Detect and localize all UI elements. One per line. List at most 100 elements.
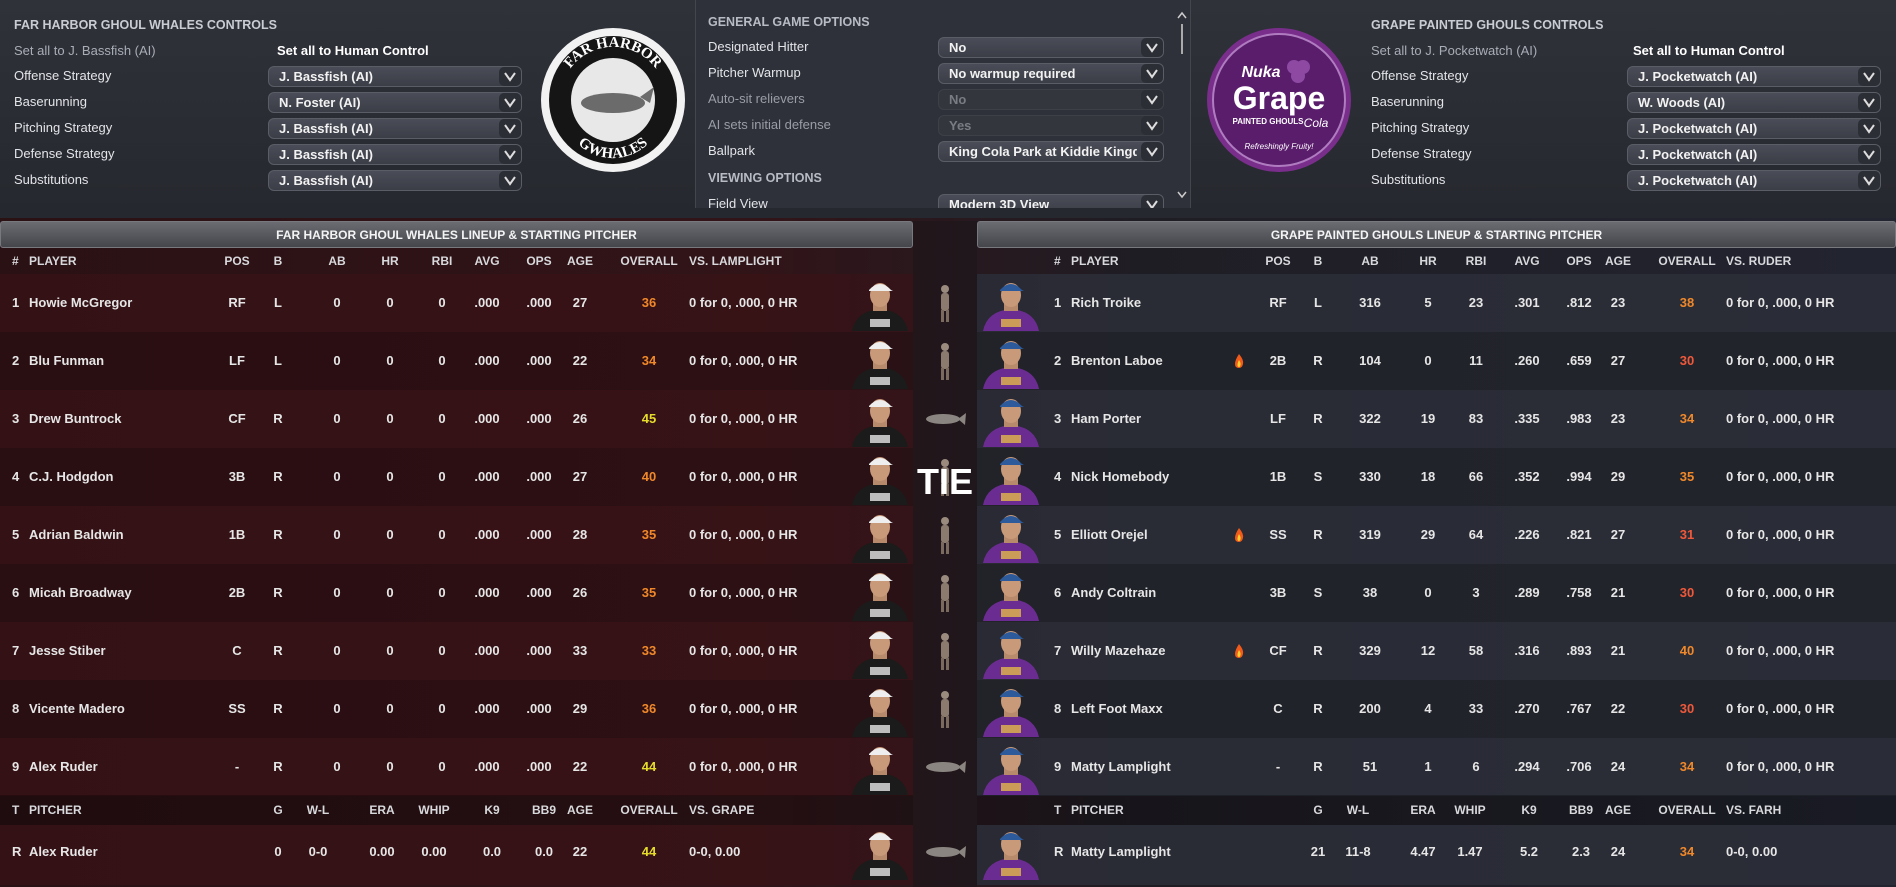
dropdown-arrow xyxy=(1141,64,1163,83)
set-all-human[interactable]: Set all to Human Control xyxy=(1633,43,1785,58)
scrollbar[interactable] xyxy=(1176,10,1188,200)
dropdown[interactable]: No warmup required xyxy=(938,63,1164,84)
panel-title: FAR HARBOR GHOUL WHALES CONTROLS xyxy=(14,18,277,32)
stat-cell: 30 xyxy=(1679,701,1695,716)
control-label: Defense Strategy xyxy=(1371,146,1472,161)
lineup-row[interactable] xyxy=(977,738,1896,796)
stat-cell: .270 xyxy=(1514,701,1540,716)
stat-cell: CF xyxy=(228,411,246,426)
dropdown-arrow xyxy=(1141,142,1163,161)
stat-cell: 35 xyxy=(641,585,657,600)
lineup-row[interactable] xyxy=(977,564,1896,622)
stat-cell: .659 xyxy=(1566,353,1592,368)
stat-cell: 1B xyxy=(1269,469,1287,484)
dropdown[interactable]: No xyxy=(938,37,1164,58)
lineup-row[interactable] xyxy=(977,680,1896,738)
stat-cell: 11 xyxy=(1469,353,1483,368)
stat-cell: 23 xyxy=(1610,295,1626,310)
stat-cell: R xyxy=(1313,527,1323,542)
stat-cell: 0 xyxy=(386,585,394,600)
stat-cell: .000 xyxy=(526,295,552,310)
lineup-row[interactable] xyxy=(977,448,1896,506)
lineup-row[interactable] xyxy=(977,622,1896,680)
pitcher-icon xyxy=(926,413,966,425)
dropdown[interactable]: J. Pocketwatch (AI) xyxy=(1627,144,1881,165)
dropdown[interactable]: J. Pocketwatch (AI) xyxy=(1627,66,1881,87)
lineup-row[interactable] xyxy=(977,390,1896,448)
stat-cell: 0-0, 0.00 xyxy=(689,844,741,859)
stat-cell: 0 xyxy=(386,295,394,310)
lineup-row[interactable] xyxy=(0,680,913,738)
column-header: PLAYER xyxy=(1071,254,1119,268)
column-header: POS xyxy=(224,254,250,268)
lineup-row[interactable] xyxy=(0,506,913,564)
dropdown[interactable]: King Cola Park at Kiddie Kingdom xyxy=(938,141,1164,162)
column-header: BB9 xyxy=(531,803,557,817)
stat-cell: R xyxy=(1054,844,1064,859)
stat-cell: .000 xyxy=(474,353,500,368)
dropdown-arrow xyxy=(1858,171,1880,190)
dropdown[interactable]: W. Woods (AI) xyxy=(1627,92,1881,113)
dropdown[interactable]: Modern 3D View xyxy=(938,194,1164,208)
stat-cell: 30 xyxy=(1679,585,1695,600)
pitcher-row[interactable] xyxy=(977,825,1896,885)
stat-cell: RF xyxy=(228,295,246,310)
lineup-row[interactable] xyxy=(977,506,1896,564)
dropdown-value: J. Bassfish (AI) xyxy=(279,121,373,136)
set-all-ai[interactable]: Set all to J. Bassfish (AI) xyxy=(14,43,156,58)
pitcher-name: Alex Ruder xyxy=(29,844,98,859)
dropdown[interactable]: J. Bassfish (AI) xyxy=(268,118,522,139)
game-result: TIE xyxy=(916,461,974,502)
lineup-row[interactable] xyxy=(0,332,913,390)
column-header: T xyxy=(12,803,20,817)
stat-cell: LF xyxy=(1270,411,1286,426)
column-header: K9 xyxy=(484,803,500,817)
stat-cell: R xyxy=(1313,701,1323,716)
lineup-row[interactable] xyxy=(0,390,913,448)
stat-cell: 0 xyxy=(438,759,446,774)
player-portrait xyxy=(852,399,908,447)
game-options-panel: GENERAL GAME OPTIONS Designated Hitter No P… xyxy=(695,0,1191,208)
stat-cell: 8 xyxy=(1054,701,1062,716)
stat-cell: 0-0 xyxy=(308,844,328,859)
dropdown-arrow xyxy=(499,67,521,86)
dropdown[interactable]: J. Bassfish (AI) xyxy=(268,170,522,191)
stat-cell: 0 xyxy=(274,844,282,859)
player-name: Nick Homebody xyxy=(1071,469,1170,484)
stat-cell: 1 xyxy=(1424,759,1432,774)
stat-cell: R xyxy=(273,643,283,658)
dropdown-value: King Cola Park at Kiddie Kingdom xyxy=(949,144,1137,159)
set-all-ai[interactable]: Set all to J. Pocketwatch (AI) xyxy=(1371,43,1538,58)
stat-cell: 0 xyxy=(1424,353,1432,368)
left-team-logo: FAR HARBOR GWHALES xyxy=(541,28,685,172)
dropdown[interactable]: J. Bassfish (AI) xyxy=(268,66,522,87)
lineup-row[interactable] xyxy=(0,564,913,622)
set-all-human[interactable]: Set all to Human Control xyxy=(277,43,429,58)
lineup-row[interactable] xyxy=(977,332,1896,390)
stat-cell: 22 xyxy=(1610,701,1626,716)
pitcher-row[interactable] xyxy=(0,825,913,885)
control-label: Substitutions xyxy=(1371,172,1446,187)
player-name: Adrian Baldwin xyxy=(29,527,124,542)
dropdown[interactable]: N. Foster (AI) xyxy=(268,92,522,113)
stat-cell: 0 xyxy=(386,527,394,542)
stat-cell: .000 xyxy=(474,585,500,600)
column-header: WHIP xyxy=(418,803,450,817)
stat-cell: 31 xyxy=(1679,527,1695,542)
stat-cell: 7 xyxy=(12,643,20,658)
stat-cell: 4 xyxy=(1424,701,1432,716)
dropdown[interactable]: J. Pocketwatch (AI) xyxy=(1627,170,1881,191)
stat-cell: 36 xyxy=(641,701,657,716)
lineup-row[interactable] xyxy=(0,448,913,506)
lineup-row[interactable] xyxy=(0,622,913,680)
lineup-row[interactable] xyxy=(0,738,913,796)
pitcher-header-row xyxy=(0,795,913,825)
lineup-row[interactable] xyxy=(0,274,913,332)
stat-cell: 0 xyxy=(438,353,446,368)
stat-cell: .706 xyxy=(1566,759,1592,774)
dropdown[interactable]: J. Pocketwatch (AI) xyxy=(1627,118,1881,139)
stat-cell: 35 xyxy=(641,527,657,542)
dropdown[interactable]: J. Bassfish (AI) xyxy=(268,144,522,165)
column-header: RBI xyxy=(431,254,453,268)
lineup-row[interactable] xyxy=(977,274,1896,332)
